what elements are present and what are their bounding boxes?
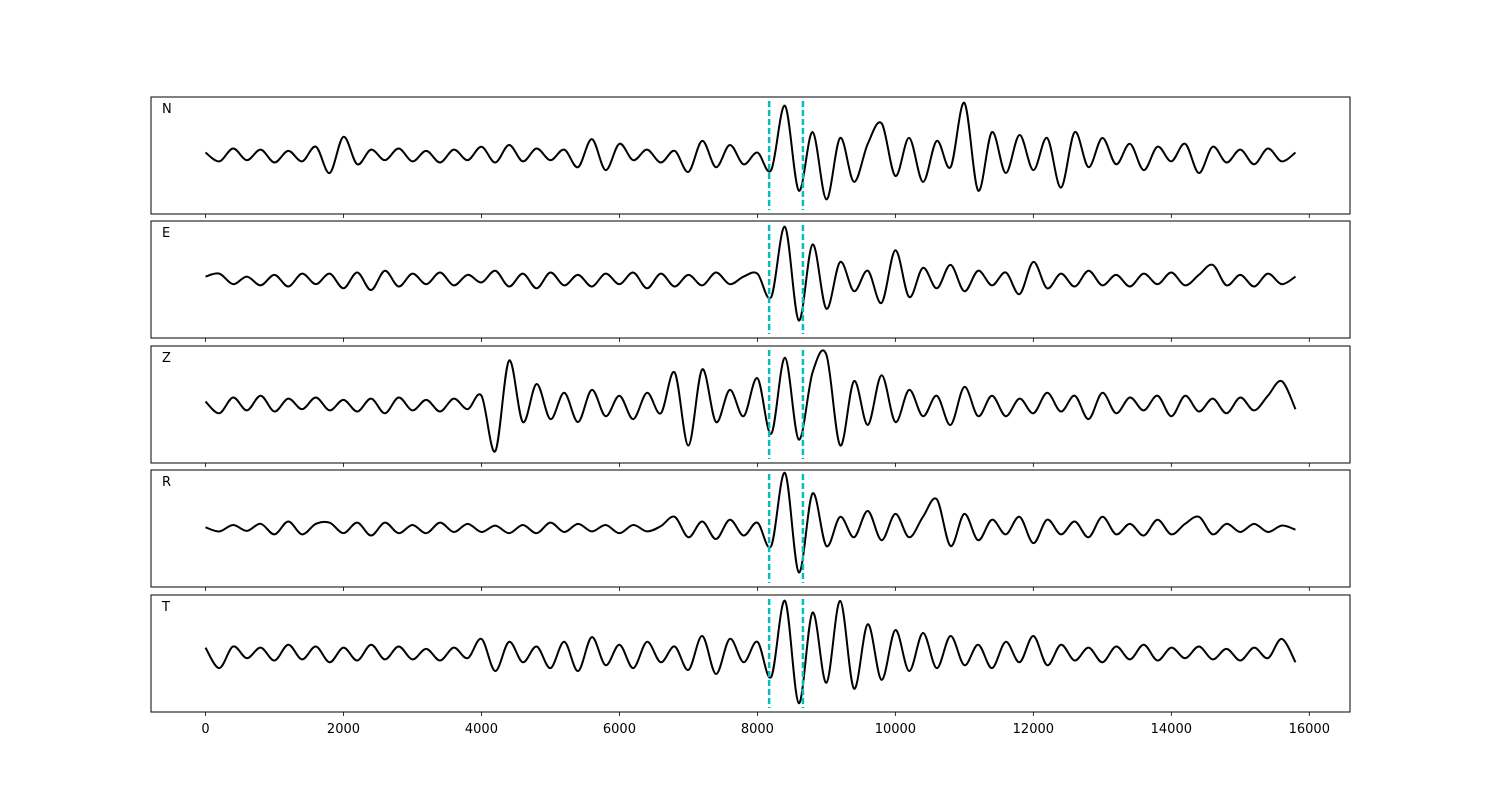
waveform [204, 101, 1297, 201]
panel-label: T [161, 600, 170, 615]
x-tick-label: 16000 [1289, 722, 1330, 737]
x-tick-label: 6000 [603, 722, 636, 737]
x-tick-label: 0 [201, 722, 209, 737]
panel-label: Z [162, 351, 171, 366]
waveform [204, 349, 1297, 453]
waveform [205, 471, 1296, 574]
waveform [205, 225, 1297, 322]
x-tick-label: 14000 [1151, 722, 1192, 737]
panel-label: N [162, 102, 172, 117]
x-tick-label: 2000 [327, 722, 360, 737]
x-tick-label: 10000 [875, 722, 916, 737]
x-tick-label: 4000 [465, 722, 498, 737]
panel-frame [150, 345, 1351, 464]
panel-frame [150, 594, 1351, 713]
waveform [204, 599, 1297, 705]
panel-frame [150, 96, 1351, 215]
panel-frame [150, 469, 1351, 588]
panel-frame [150, 220, 1351, 339]
panel-label: E [162, 226, 170, 241]
x-tick-label: 12000 [1013, 722, 1054, 737]
x-tick-label: 8000 [741, 722, 774, 737]
panel-label: R [162, 475, 171, 490]
